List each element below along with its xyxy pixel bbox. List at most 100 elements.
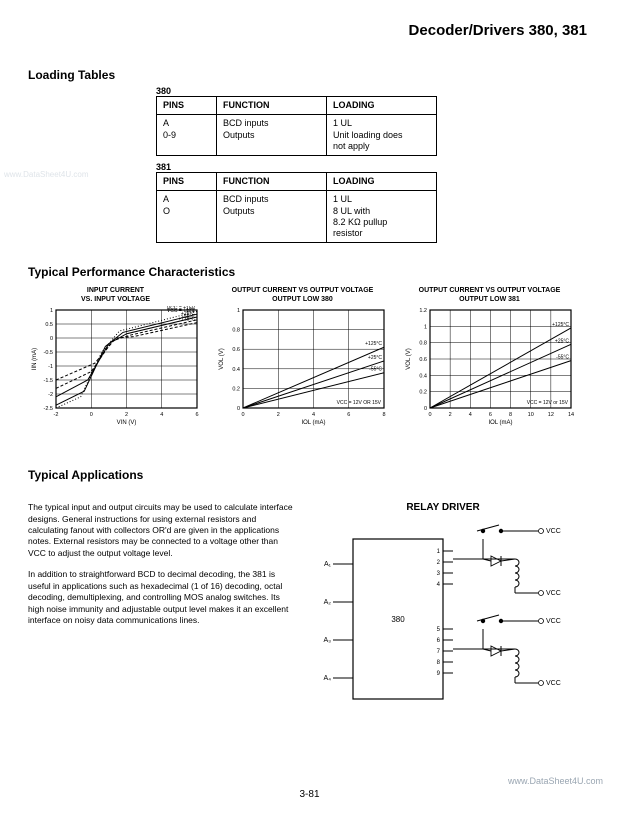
table-381: PINS FUNCTION LOADING A O BCD inputs Out… (156, 172, 437, 243)
chart: INPUT CURRENT VS. INPUT VOLTAGE -2 0 2 4 6 -2.… (28, 287, 203, 426)
svg-text:0: 0 (90, 412, 93, 418)
svg-text:12: 12 (548, 412, 554, 418)
svg-text:0.4: 0.4 (419, 373, 427, 379)
svg-text:1: 1 (50, 308, 53, 314)
svg-text:0: 0 (428, 412, 431, 418)
th-loading: LOADING (327, 173, 437, 191)
svg-text:0.5: 0.5 (45, 322, 53, 328)
svg-text:6: 6 (347, 412, 350, 418)
cell-loading: 1 UL 8 UL with 8.2 KΩ pullup resistor (327, 191, 437, 243)
svg-text:IOL (mA): IOL (mA) (301, 420, 325, 426)
svg-text:IOL (mA): IOL (mA) (488, 420, 512, 426)
svg-text:4: 4 (160, 412, 163, 418)
svg-text:IIN (mA): IIN (mA) (32, 348, 38, 370)
cell-pins: A 0-9 (157, 115, 217, 156)
th-loading: LOADING (327, 97, 437, 115)
chart-title: INPUT CURRENT VS. INPUT VOLTAGE (28, 287, 203, 304)
svg-text:2: 2 (437, 560, 441, 566)
svg-text:VCC: VCC (546, 590, 561, 597)
cell-function: BCD inputs Outputs (217, 115, 327, 156)
svg-text:2: 2 (125, 412, 128, 418)
cell-loading: 1 UL Unit loading does not apply (327, 115, 437, 156)
charts-row: INPUT CURRENT VS. INPUT VOLTAGE -2 0 2 4 6 -2.… (28, 287, 591, 426)
chart-title: OUTPUT CURRENT VS OUTPUT VOLTAGE OUTPUT … (402, 287, 577, 304)
svg-text:0.4: 0.4 (232, 367, 240, 373)
svg-text:5: 5 (437, 627, 441, 633)
apps-para2: In addition to straightforward BCD to de… (28, 569, 298, 626)
th-function: FUNCTION (217, 97, 327, 115)
svg-text:-0.5: -0.5 (44, 350, 53, 356)
apps-heading: Typical Applications (28, 468, 591, 482)
svg-text:-2.5: -2.5 (44, 406, 53, 412)
loading-tables-section: Loading Tables 380 PINS FUNCTION LOADING… (28, 68, 591, 243)
svg-text:9: 9 (437, 671, 441, 677)
page-title: Decoder/Drivers 380, 381 (409, 22, 587, 39)
svg-text:8: 8 (509, 412, 512, 418)
svg-text:A₃: A₃ (323, 637, 331, 644)
svg-text:1: 1 (437, 549, 441, 555)
cell-function: BCD inputs Outputs (217, 191, 327, 243)
perf-heading: Typical Performance Characteristics (28, 265, 591, 279)
svg-text:4: 4 (469, 412, 472, 418)
table-label-381: 381 (156, 162, 591, 172)
svg-text:1: 1 (237, 308, 240, 314)
applications-section: Typical Applications The typical input a… (28, 468, 591, 709)
cell-pins: A O (157, 191, 217, 243)
svg-text:0.8: 0.8 (232, 328, 240, 334)
watermark-right: www.DataSheet4U.com (508, 776, 603, 786)
svg-text:6: 6 (489, 412, 492, 418)
th-pins: PINS (157, 97, 217, 115)
svg-text:3: 3 (437, 571, 441, 577)
svg-text:14: 14 (568, 412, 574, 418)
performance-section: Typical Performance Characteristics INPU… (28, 265, 591, 426)
svg-text:+125°C: +125°C (552, 322, 569, 328)
svg-text:6: 6 (437, 638, 441, 644)
svg-text:380: 380 (391, 615, 405, 624)
svg-text:-55°C: -55°C (556, 355, 569, 361)
svg-text:2: 2 (449, 412, 452, 418)
table-label-380: 380 (156, 86, 591, 96)
svg-text:0: 0 (50, 336, 53, 342)
apps-text: The typical input and output circuits ma… (28, 502, 298, 709)
table-row: A 0-9 BCD inputs Outputs 1 UL Unit loadi… (157, 115, 437, 156)
svg-text:A₂: A₂ (324, 599, 332, 606)
chart-title: OUTPUT CURRENT VS OUTPUT VOLTAGE OUTPUT … (215, 287, 390, 304)
chart: OUTPUT CURRENT VS OUTPUT VOLTAGE OUTPUT … (215, 287, 390, 426)
svg-text:0.6: 0.6 (419, 357, 427, 363)
svg-text:1: 1 (424, 324, 427, 330)
svg-text:0.8: 0.8 (419, 341, 427, 347)
svg-text:VCC: VCC (546, 618, 561, 625)
svg-text:A₁: A₁ (324, 561, 332, 568)
table-380: PINS FUNCTION LOADING A 0-9 BCD inputs O… (156, 96, 437, 156)
svg-text:-1.5: -1.5 (44, 378, 53, 384)
svg-text:-1: -1 (48, 364, 53, 370)
svg-text:+125°C: +125°C (365, 341, 382, 347)
svg-text:0: 0 (241, 412, 244, 418)
th-pins: PINS (157, 173, 217, 191)
svg-text:VOL (V): VOL (V) (406, 348, 412, 369)
svg-text:VCC = +15V: VCC = +15V (167, 306, 196, 311)
relay-driver-block: RELAY DRIVER 380A₁A₂A₃A₄123456789VCCVCCV… (318, 502, 568, 709)
relay-title: RELAY DRIVER (318, 502, 568, 513)
svg-text:VCC: VCC (546, 528, 561, 535)
svg-text:6: 6 (195, 412, 198, 418)
svg-text:8: 8 (382, 412, 385, 418)
svg-text:+25°C: +25°C (368, 355, 382, 361)
svg-text:A₄: A₄ (323, 675, 331, 682)
svg-text:VCC = 12V or 15V: VCC = 12V or 15V (527, 400, 569, 406)
svg-text:-2: -2 (48, 392, 53, 398)
apps-para1: The typical input and output circuits ma… (28, 502, 298, 559)
svg-text:0.2: 0.2 (419, 390, 427, 396)
watermark-left: www.DataSheet4U.com (4, 170, 88, 179)
svg-text:4: 4 (312, 412, 315, 418)
svg-text:+125°C: +125°C (178, 317, 195, 323)
chart: OUTPUT CURRENT VS OUTPUT VOLTAGE OUTPUT … (402, 287, 577, 426)
svg-text:0.6: 0.6 (232, 347, 240, 353)
svg-text:8: 8 (437, 660, 441, 666)
svg-text:+25°C: +25°C (555, 338, 569, 344)
svg-text:0.2: 0.2 (232, 386, 240, 392)
svg-text:10: 10 (528, 412, 534, 418)
svg-text:0: 0 (424, 406, 427, 412)
page-number: 3-81 (0, 789, 619, 800)
svg-text:1.2: 1.2 (419, 308, 427, 314)
